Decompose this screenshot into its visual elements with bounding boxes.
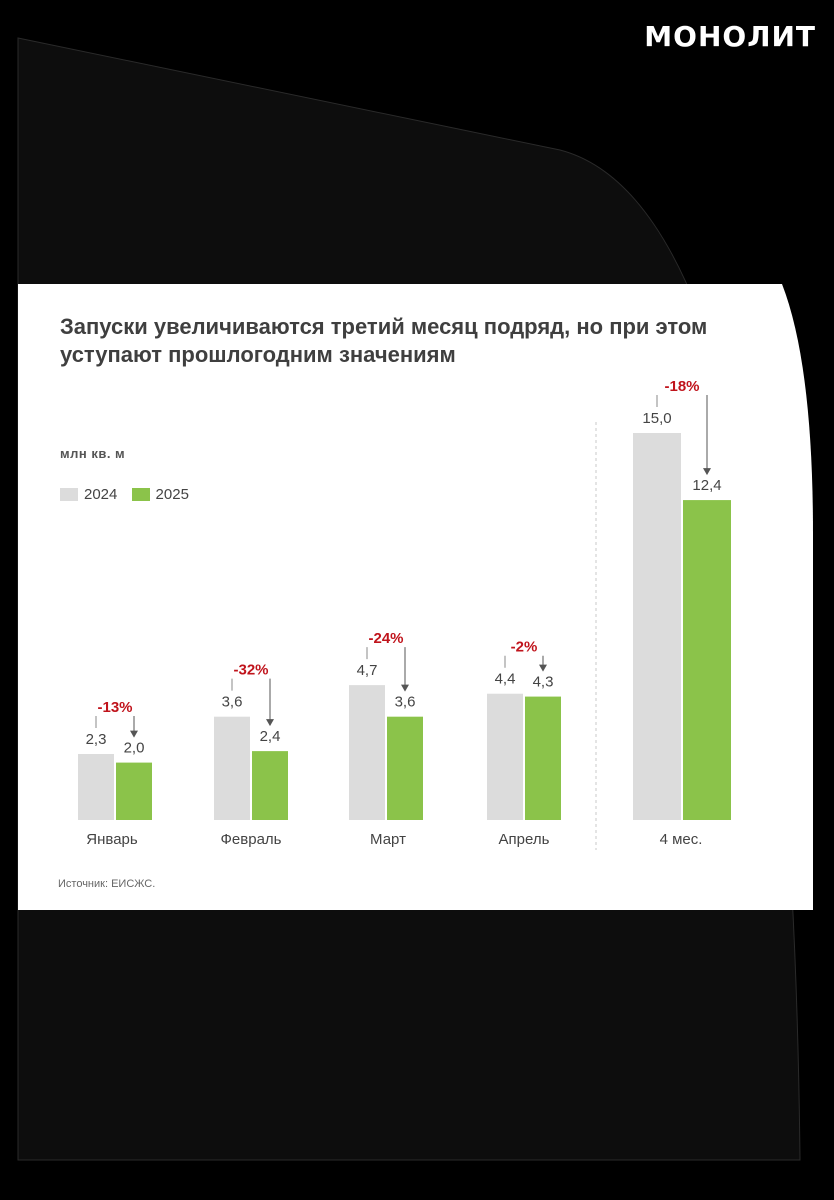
category-label-cat3: Март: [370, 831, 406, 848]
source-note: Источник: ЕИСЖС.: [58, 878, 156, 890]
unit-label: млн кв. м: [60, 446, 126, 461]
arrow-head-cat5: [703, 468, 711, 476]
value-label-2024-cat3: 4,7: [357, 662, 378, 679]
bar-2025-cat1: [116, 762, 152, 820]
chart-title: Запуски увеличиваются третий месяц подря…: [60, 314, 708, 367]
legend-item-2025: 2025: [131, 486, 189, 503]
bar-chart: 2,3 2,0 -13% Январь 3,6 2,4 -32% Февраль 4,7 3,6 -…: [78, 378, 731, 850]
bar-2024-cat1: [78, 753, 114, 820]
value-label-2024-cat1: 2,3: [86, 731, 107, 748]
bar-2024-cat4: [487, 693, 523, 820]
category-label-cat2: Февраль: [221, 831, 282, 848]
arrow-head-cat3: [401, 684, 409, 692]
change-label-cat2: -32%: [233, 662, 268, 679]
chart-card: Запуски увеличиваются третий месяц подря…: [18, 284, 813, 910]
value-label-2025-cat5: 12,4: [692, 477, 721, 494]
value-label-2025-cat2: 2,4: [260, 728, 281, 745]
brand-logo: МОНОЛИТ: [644, 20, 816, 53]
value-label-2024-cat2: 3,6: [222, 694, 243, 711]
bar-2025-cat5: [683, 500, 731, 820]
change-label-cat4: -2%: [511, 639, 538, 656]
value-label-2024-cat4: 4,4: [495, 671, 516, 688]
bar-2024-cat5: [633, 433, 681, 820]
change-label-cat5: -18%: [664, 378, 699, 395]
change-label-cat3: -24%: [368, 630, 403, 647]
legend: 2024 2025: [60, 486, 199, 505]
bar-2024-cat3: [349, 685, 385, 820]
value-label-2025-cat4: 4,3: [533, 674, 554, 691]
value-label-2025-cat1: 2,0: [124, 740, 145, 757]
arrow-head-cat2: [266, 719, 274, 727]
arrow-head-cat1: [130, 730, 138, 738]
bar-2025-cat4: [525, 696, 561, 820]
bar-2024-cat2: [214, 716, 250, 820]
change-label-cat1: -13%: [97, 699, 132, 716]
bar-2025-cat2: [252, 751, 288, 820]
category-label-cat5: 4 мес.: [660, 831, 703, 848]
value-label-2025-cat3: 3,6: [395, 694, 416, 711]
legend-swatch-2024: [60, 488, 78, 501]
legend-label-2024: 2024: [84, 486, 118, 503]
category-label-cat4: Апрель: [499, 831, 550, 848]
category-label-cat1: Январь: [86, 831, 138, 848]
bar-2025-cat3: [387, 716, 423, 820]
legend-item-2024: 2024: [60, 486, 117, 503]
legend-label-2025: 2025: [155, 486, 189, 503]
legend-swatch-2025: [131, 488, 150, 501]
value-label-2024-cat5: 15,0: [642, 410, 671, 427]
arrow-head-cat4: [539, 664, 547, 672]
